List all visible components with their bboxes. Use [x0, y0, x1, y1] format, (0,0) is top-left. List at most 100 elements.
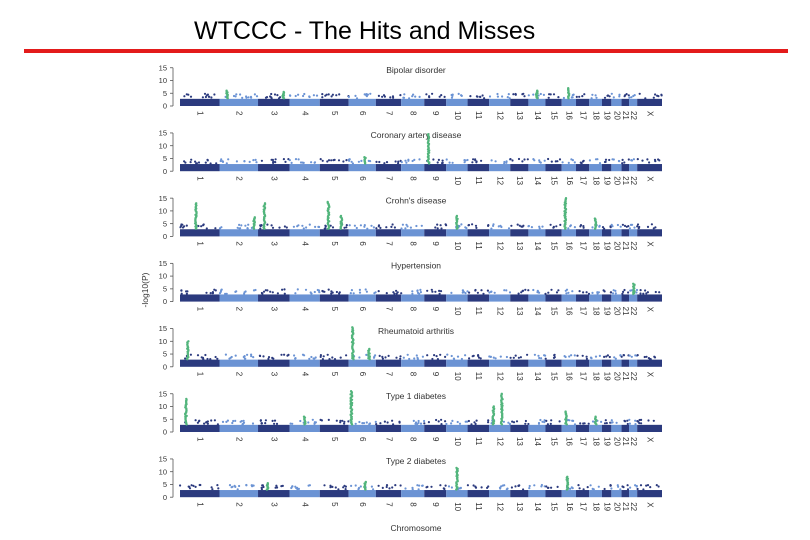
snp-point [532, 288, 535, 292]
snp-point [501, 95, 504, 98]
snp-point [641, 159, 644, 162]
snp-point [198, 419, 201, 422]
chromosome-label: 7 [384, 241, 393, 246]
snp-point [598, 354, 602, 357]
snp-point [541, 420, 544, 423]
snp-point [412, 93, 415, 96]
snp-point [590, 97, 593, 100]
chromosome-label: 3 [270, 241, 279, 246]
chromosome-label: 14 [533, 502, 542, 511]
chromosome-label: 22 [629, 176, 638, 185]
chrom-band [637, 229, 662, 237]
snp-point [595, 96, 598, 99]
chrom-band [219, 490, 259, 498]
snp-point [243, 355, 246, 358]
chromosome-label: 22 [629, 372, 638, 381]
snp-point [630, 355, 633, 358]
snp-point [338, 291, 341, 294]
chrom-band [621, 359, 630, 367]
snp-point [271, 291, 274, 294]
snp-point [460, 223, 463, 226]
snp-point [351, 162, 354, 165]
snp-point [512, 93, 515, 96]
snp-point [385, 484, 389, 487]
snp-point [564, 355, 567, 359]
snp-point [337, 488, 340, 491]
chrom-band [576, 359, 590, 367]
snp-point [209, 358, 212, 361]
chromosome-label: 21 [621, 176, 630, 185]
chromosome-label: 20 [612, 502, 621, 511]
chrom-band [319, 229, 349, 237]
hit-point [492, 405, 495, 408]
snp-point [487, 224, 490, 227]
snp-point [548, 93, 551, 96]
chromosome-label: 17 [579, 372, 588, 381]
snp-point [378, 354, 381, 357]
snp-point [308, 357, 311, 360]
snp-point [239, 227, 242, 230]
snp-point [562, 96, 566, 100]
chromosome-label: 19 [603, 307, 612, 316]
snp-point [239, 93, 242, 96]
chrom-band [576, 294, 590, 302]
snp-point [281, 484, 284, 487]
snp-point [331, 93, 334, 96]
snp-point [539, 161, 542, 164]
snp-point [450, 486, 453, 489]
snp-point [627, 291, 630, 294]
snp-point [214, 227, 217, 230]
chromosome-label: 1 [196, 372, 205, 377]
snp-point [275, 484, 278, 487]
snp-point [450, 96, 454, 99]
snp-point [385, 292, 388, 295]
chromosome-label: 9 [431, 241, 440, 246]
snp-point [476, 291, 479, 294]
snp-point [344, 488, 347, 491]
chrom-band [528, 294, 546, 302]
y-tick-label: 0 [163, 297, 167, 306]
snp-point [511, 420, 514, 423]
chrom-band [611, 98, 622, 106]
snp-point [185, 290, 188, 293]
snp-point [636, 223, 640, 226]
chromosome-label: 20 [612, 111, 621, 120]
chrom-band [258, 359, 290, 367]
snp-point [626, 488, 630, 491]
chrom-band [401, 490, 425, 498]
snp-point [202, 224, 205, 227]
snp-point [636, 487, 639, 491]
snp-point [609, 226, 612, 229]
chrom-band [611, 229, 622, 237]
snp-point [499, 355, 502, 358]
snp-point [598, 225, 601, 228]
snp-point [517, 292, 520, 295]
snp-point [606, 354, 610, 357]
snp-point [385, 485, 388, 489]
chrom-band [489, 164, 511, 172]
chromosome-label: 21 [621, 241, 630, 250]
snp-point [474, 224, 478, 227]
chrom-band [348, 98, 376, 106]
snp-point [439, 290, 443, 293]
snp-point [338, 93, 341, 96]
chromosome-label: 2 [235, 372, 244, 377]
snp-point [652, 419, 655, 422]
snp-point [644, 289, 647, 292]
snp-point [474, 485, 477, 488]
snp-point [402, 96, 406, 99]
snp-point [608, 158, 611, 162]
snp-point [309, 291, 312, 294]
snp-point [612, 158, 615, 161]
snp-point [226, 419, 229, 422]
chrom-band [424, 98, 447, 106]
snp-point [270, 158, 273, 161]
snp-point [591, 93, 594, 96]
snp-point [438, 95, 441, 98]
snp-point [399, 355, 402, 358]
snp-point [547, 486, 550, 489]
chromosome-label: 22 [629, 437, 638, 446]
chrom-band [467, 359, 490, 367]
snp-point [494, 357, 497, 360]
